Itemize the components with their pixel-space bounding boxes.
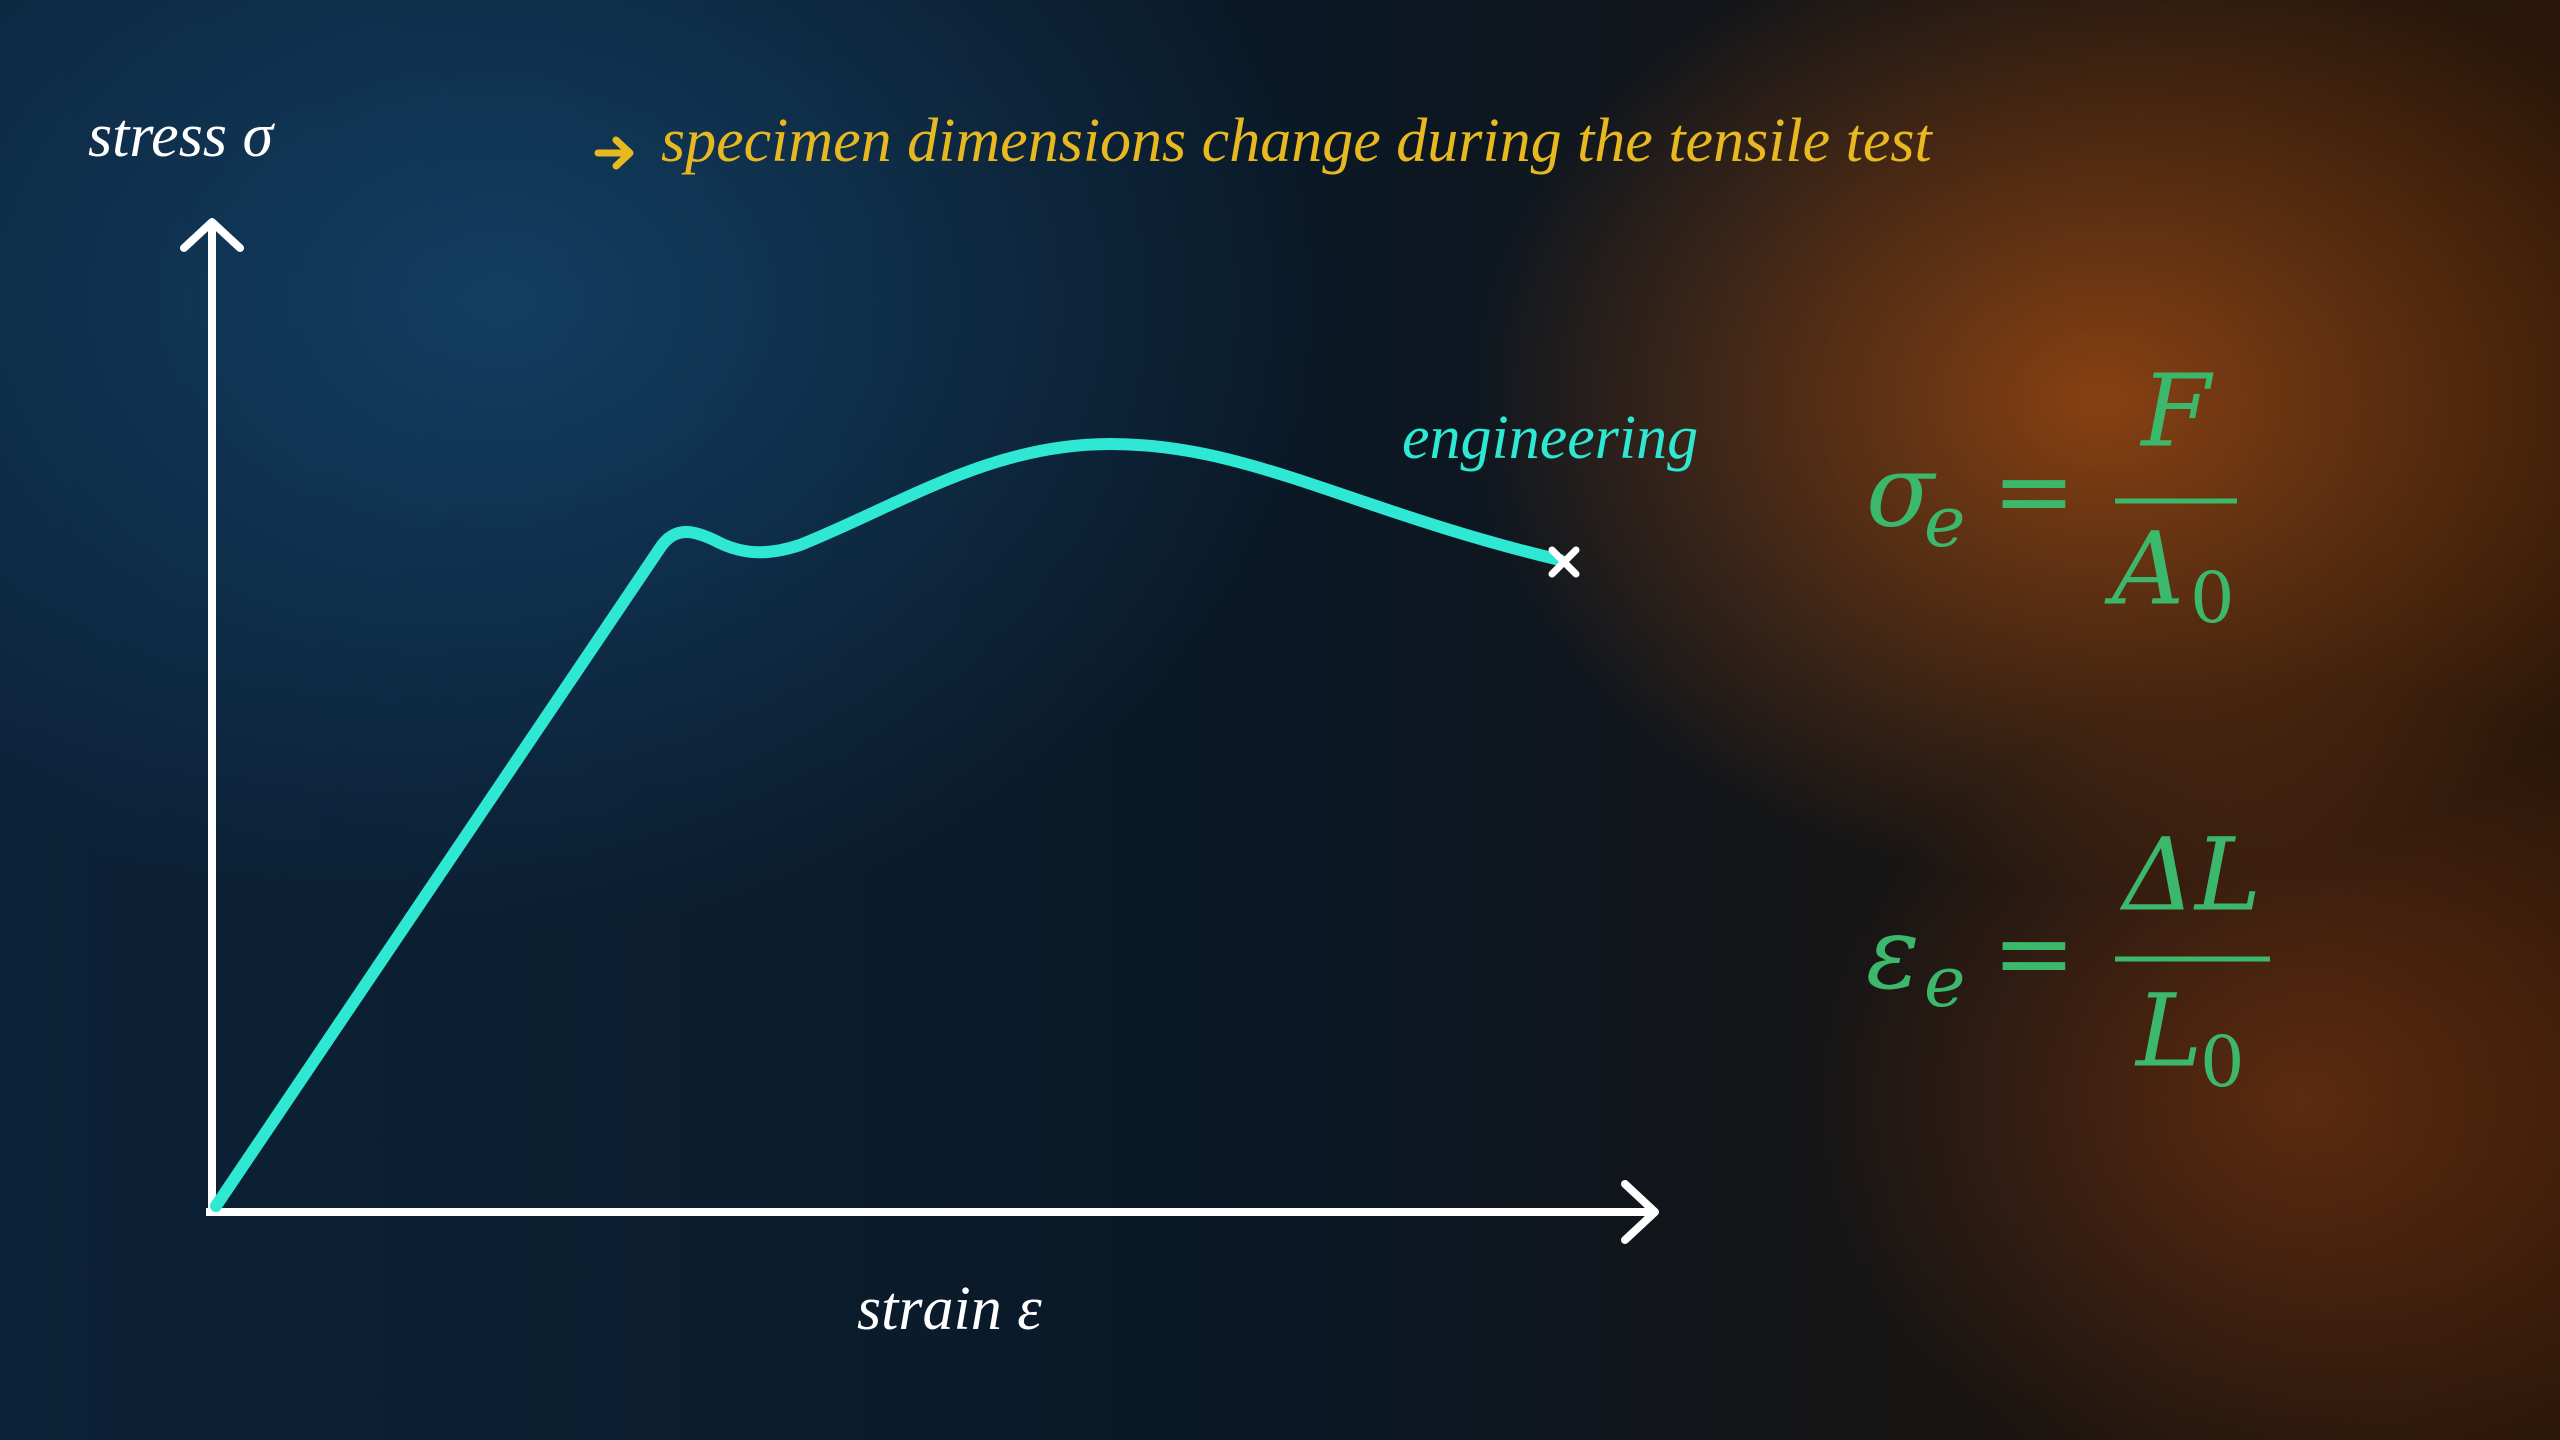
formula-equals: = <box>1992 895 2076 1012</box>
annotation-arrow <box>594 136 634 170</box>
y-axis-arrow <box>180 218 244 252</box>
curve-label: engineering <box>1402 404 1698 472</box>
formula-subscript: e <box>1924 481 1965 563</box>
formula-numerator: ΔL <box>2119 817 2262 934</box>
formula-numerator: F <box>2139 353 2214 470</box>
fracture-mark <box>1548 546 1580 578</box>
y-axis-label: stress σ <box>88 102 275 170</box>
x-axis-label: strain ε <box>857 1275 1042 1343</box>
formula-denominator-subscript: 0 <box>2190 557 2235 639</box>
formula-symbol: ε <box>1866 895 1920 1012</box>
annotation: specimen dimensions change during the te… <box>661 107 1934 175</box>
formula-denominator: L <box>2134 973 2202 1090</box>
formula-equals: = <box>1992 433 2076 550</box>
x-axis-arrow <box>1621 1180 1659 1244</box>
formula-symbol: σ <box>1866 433 1937 550</box>
stress-strain-curve <box>210 438 1566 1212</box>
formula-denominator: A <box>2104 511 2184 628</box>
formula-denominator-subscript: 0 <box>2200 1021 2245 1103</box>
formula-subscript: e <box>1924 941 1965 1023</box>
